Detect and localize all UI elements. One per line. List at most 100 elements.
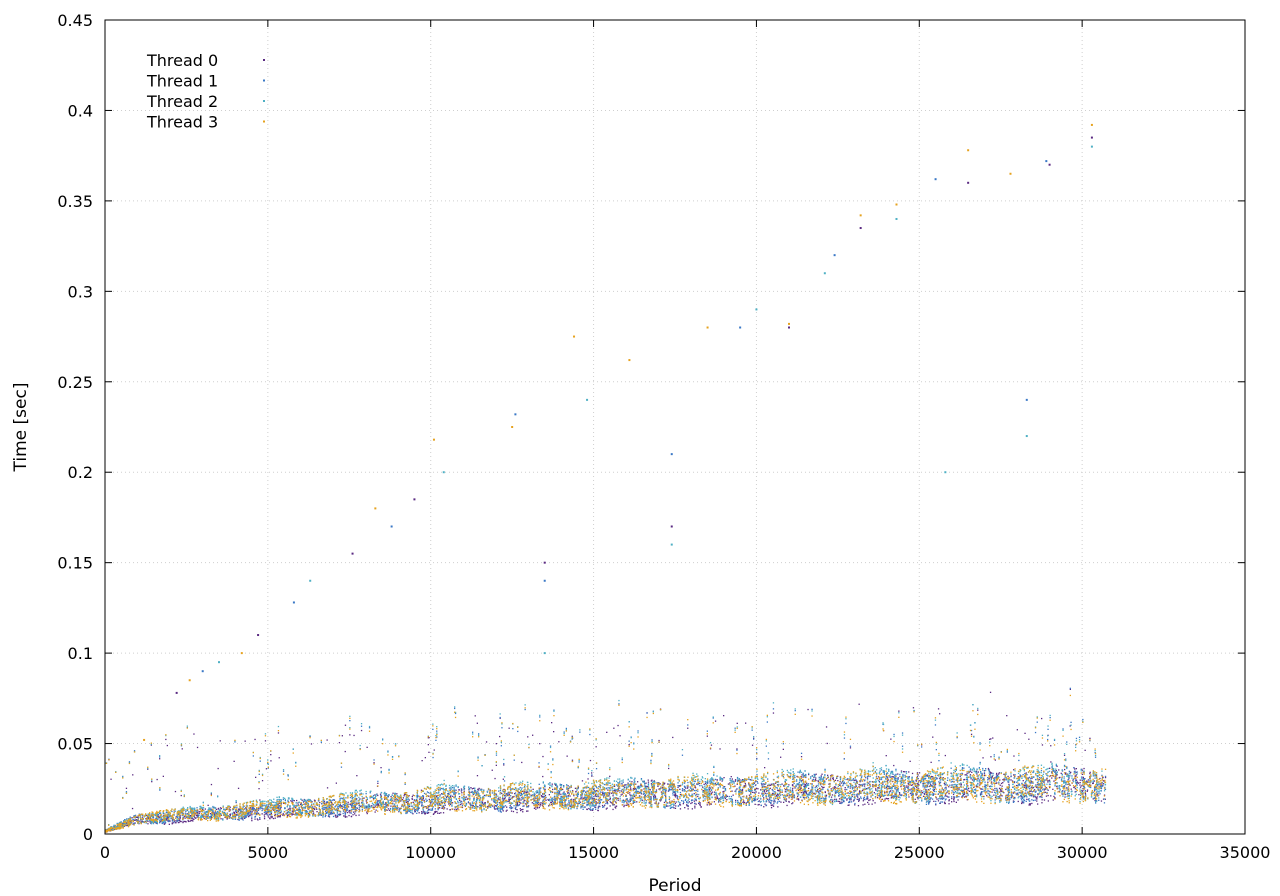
data-point [674,794,676,796]
data-point [619,781,621,783]
data-point [788,800,790,803]
data-point [338,742,341,744]
data-point [761,792,763,794]
data-point [1092,782,1094,784]
data-point [1073,786,1075,789]
data-point [716,796,718,798]
data-point [570,805,572,807]
data-point [946,790,949,792]
data-point [518,791,521,794]
data-point [565,795,568,797]
data-point [805,774,807,777]
data-point [266,806,268,809]
data-point [520,799,522,801]
data-point [434,811,436,813]
data-point [779,794,781,796]
data-point [716,795,718,797]
data-point [293,813,295,815]
data-point [1093,780,1096,782]
data-point [434,811,436,814]
data-point [1074,788,1076,790]
data-point [629,800,631,802]
data-point [675,794,677,797]
data-point [813,776,815,778]
data-point [819,778,821,780]
data-point [1089,771,1091,773]
data-point [245,810,247,812]
data-point [361,809,363,811]
data-point [536,792,538,794]
data-point [983,778,985,780]
data-point [343,801,345,803]
data-point [441,807,443,809]
data-point [724,796,726,798]
data-point [946,795,948,797]
data-point [609,797,611,800]
data-point [1015,784,1018,787]
data-point [151,815,153,817]
data-point [204,808,206,810]
data-point [422,811,424,813]
data-point [1012,786,1014,788]
data-point [551,797,553,799]
data-point [197,815,199,817]
data-point [432,728,434,730]
data-point [834,787,836,789]
data-point [1099,793,1101,795]
data-point [494,802,497,804]
data-point [926,775,928,777]
data-point [982,757,984,759]
data-point [513,759,515,761]
data-point [348,814,350,817]
data-point [279,801,281,803]
data-point [955,785,957,787]
data-point [990,797,992,799]
data-point [510,810,513,812]
data-point [939,784,942,787]
data-point [874,785,876,787]
data-point [326,739,328,741]
data-point [679,808,682,810]
data-point [912,786,914,788]
data-point [767,784,769,787]
data-point [473,787,475,789]
data-point [1000,799,1002,801]
data-point [650,796,652,798]
data-point [646,785,648,788]
data-point [568,803,571,805]
data-point [1025,781,1027,783]
data-point [882,771,884,773]
data-point [277,810,279,812]
data-point [333,799,335,801]
data-point [950,772,952,774]
data-point [1026,798,1028,800]
data-point [471,790,473,793]
data-point [343,798,345,800]
data-point [982,778,984,781]
data-point [344,724,347,726]
data-point [348,809,351,812]
data-point [476,775,479,777]
data-point [734,727,736,729]
data-point [796,798,798,800]
data-point [655,802,657,804]
data-point [550,790,552,793]
data-point [1094,797,1096,799]
data-point [1016,729,1018,731]
data-point [1023,784,1025,786]
data-point [852,800,855,802]
data-point [545,799,547,801]
data-point [690,790,692,792]
data-point [856,798,858,800]
data-point [213,812,215,814]
data-point [504,797,506,799]
data-point [498,799,500,801]
data-point [1029,776,1031,778]
data-point [1040,786,1042,788]
data-point [535,808,537,810]
data-point [366,812,368,815]
data-point [316,804,319,806]
data-point [168,820,170,823]
data-point [763,789,766,791]
data-point [630,795,632,797]
